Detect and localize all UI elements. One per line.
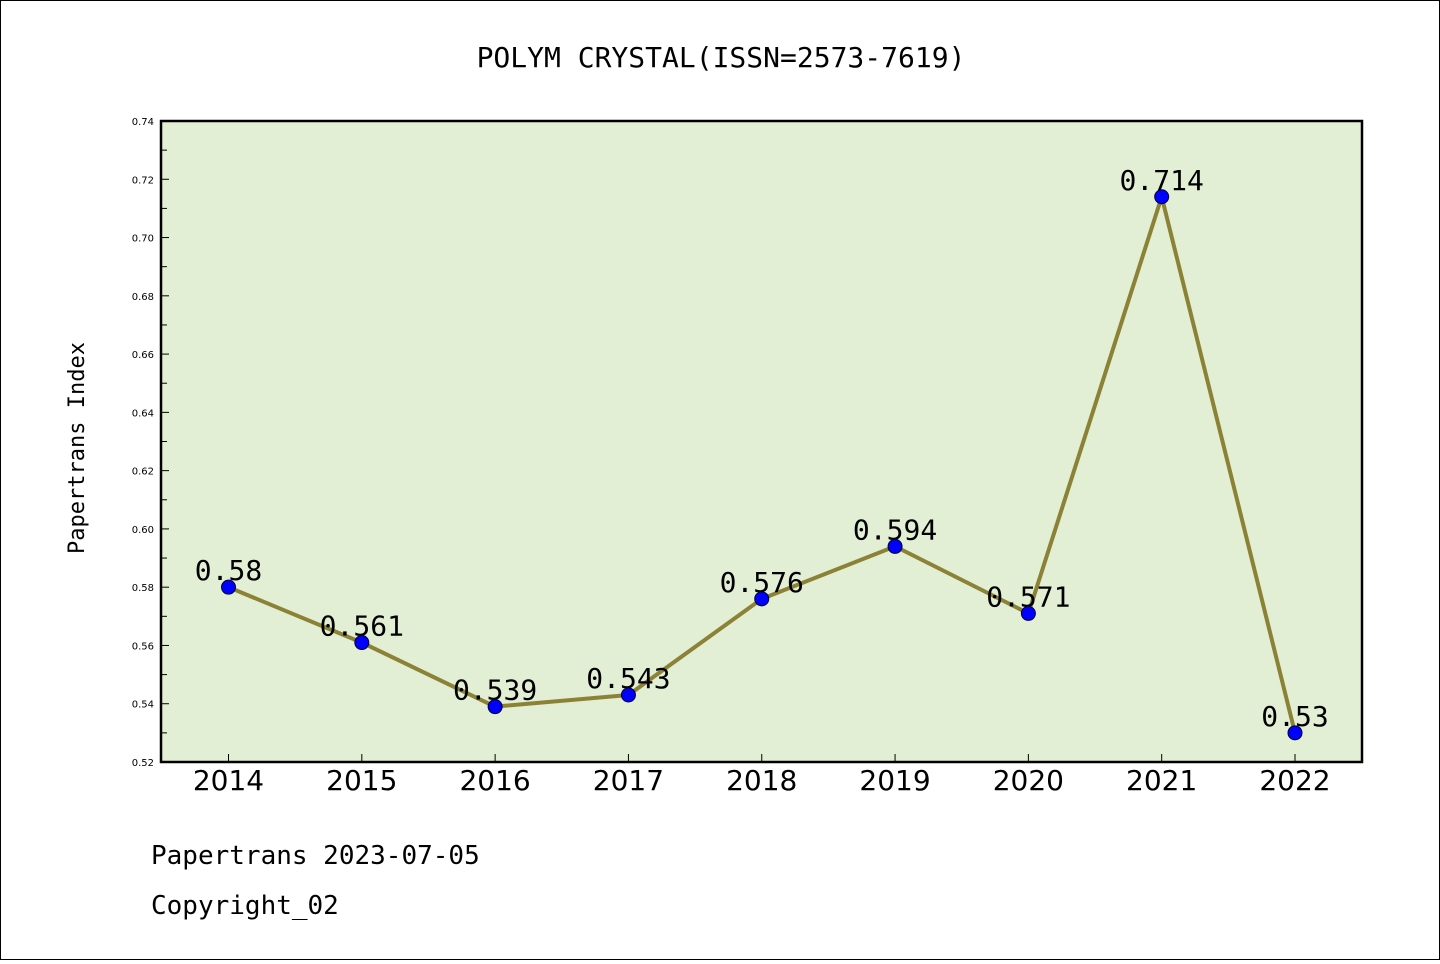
y-tick-label: 0.56 [132, 641, 154, 652]
data-point [1154, 189, 1170, 205]
x-tick-label: 2016 [459, 764, 530, 797]
data-point [620, 687, 636, 703]
data-label: 0.594 [853, 513, 937, 546]
data-label: 0.571 [986, 580, 1070, 613]
y-tick-label: 0.62 [132, 467, 154, 478]
y-axis-ticks: 0.52 0.54 0.56 0.58 0.60 0.62 0.64 0.66 0.68 0.70… [132, 117, 169, 769]
x-tick-label: 2019 [859, 764, 930, 797]
data-label: 0.576 [720, 566, 804, 599]
x-tick-label: 2021 [1126, 764, 1197, 797]
data-label: 0.561 [320, 610, 404, 643]
series-group: 0.58 0.561 0.539 0.543 0.576 0.594 0.571 0.714 0… [195, 164, 1329, 741]
y-tick-label: 0.68 [132, 292, 154, 303]
x-tick-label: 2018 [726, 764, 797, 797]
footer-date-text: Papertrans 2023-07-05 [151, 841, 480, 871]
y-tick-label: 0.74 [132, 117, 154, 128]
x-tick-label: 2020 [993, 764, 1064, 797]
data-label: 0.543 [586, 662, 670, 695]
x-tick-label: 2017 [593, 764, 664, 797]
y-tick-label: 0.58 [132, 583, 154, 594]
x-axis-ticks: 2014 2015 2016 2017 2018 2019 2020 2021 2022 [193, 754, 1331, 797]
y-tick-label: 0.54 [132, 700, 154, 711]
x-tick-label: 2015 [326, 764, 397, 797]
data-point [754, 591, 770, 607]
data-label: 0.58 [195, 554, 262, 587]
data-point [221, 579, 236, 595]
y-tick-label: 0.72 [132, 175, 154, 186]
data-label: 0.539 [453, 674, 537, 707]
data-point [1020, 605, 1036, 621]
footer-copyright-text: Copyright_02 [151, 891, 339, 921]
plot-area [159, 119, 1364, 764]
y-tick-label: 0.60 [132, 525, 154, 536]
data-point [354, 635, 370, 651]
data-label: 0.714 [1120, 164, 1204, 197]
chart-title: POLYM CRYSTAL(ISSN=2573-7619) [477, 41, 966, 74]
data-point [887, 538, 903, 554]
x-tick-label: 2014 [193, 764, 264, 797]
x-tick-label: 2022 [1259, 764, 1330, 797]
data-point [487, 699, 503, 715]
y-tick-label: 0.52 [132, 758, 154, 769]
y-tick-label: 0.70 [132, 234, 154, 245]
data-label: 0.53 [1261, 700, 1328, 733]
data-point [1287, 725, 1303, 741]
y-tick-label: 0.64 [132, 408, 154, 419]
y-axis-label: Papertrans Index [65, 342, 90, 554]
y-tick-label: 0.66 [132, 350, 154, 361]
